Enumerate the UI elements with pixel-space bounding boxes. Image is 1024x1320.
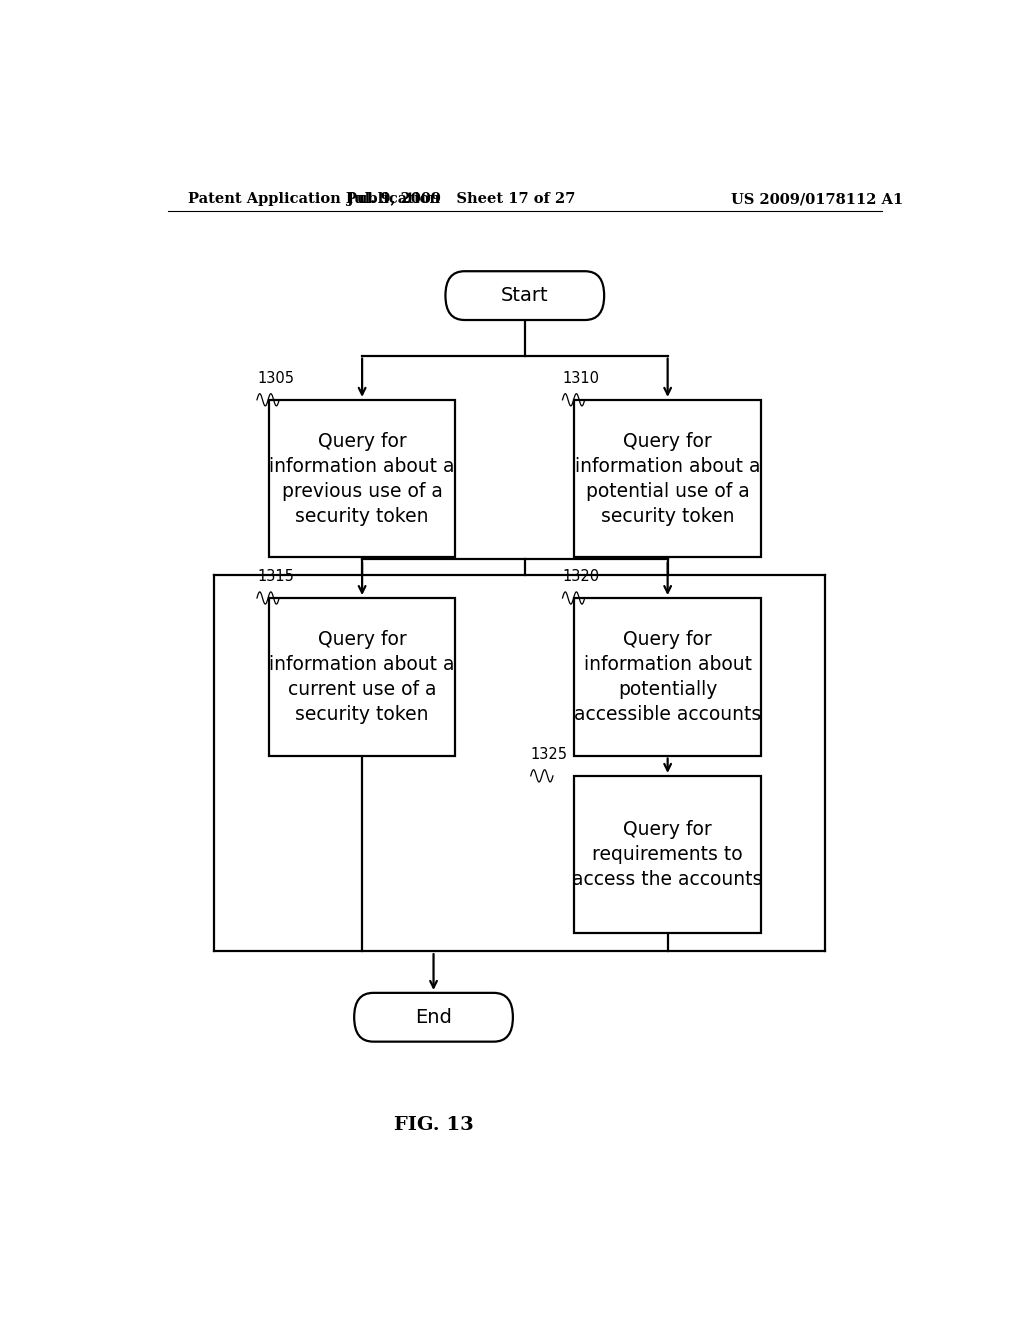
Text: 1305: 1305	[257, 371, 294, 385]
Text: End: End	[415, 1007, 452, 1027]
Text: Patent Application Publication: Patent Application Publication	[187, 191, 439, 206]
Text: Jul. 9, 2009   Sheet 17 of 27: Jul. 9, 2009 Sheet 17 of 27	[347, 191, 575, 206]
Text: Query for
information about a
previous use of a
security token: Query for information about a previous u…	[269, 432, 455, 525]
Bar	[269, 400, 456, 557]
Bar	[574, 400, 761, 557]
Bar	[574, 598, 761, 755]
Text: 1310: 1310	[562, 371, 599, 385]
FancyBboxPatch shape	[445, 271, 604, 319]
Text: Start: Start	[501, 286, 549, 305]
Bar	[269, 598, 456, 755]
Text: Query for
information about a
current use of a
security token: Query for information about a current us…	[269, 630, 455, 723]
Text: 1315: 1315	[257, 569, 294, 583]
Bar	[574, 776, 761, 933]
FancyBboxPatch shape	[354, 993, 513, 1041]
Text: Query for
requirements to
access the accounts: Query for requirements to access the acc…	[572, 820, 763, 890]
Text: US 2009/0178112 A1: US 2009/0178112 A1	[731, 191, 903, 206]
Text: Query for
information about
potentially
accessible accounts: Query for information about potentially …	[574, 630, 761, 723]
Text: Query for
information about a
potential use of a
security token: Query for information about a potential …	[574, 432, 761, 525]
Text: 1320: 1320	[562, 569, 600, 583]
Text: 1325: 1325	[530, 747, 567, 762]
Text: FIG. 13: FIG. 13	[393, 1117, 473, 1134]
